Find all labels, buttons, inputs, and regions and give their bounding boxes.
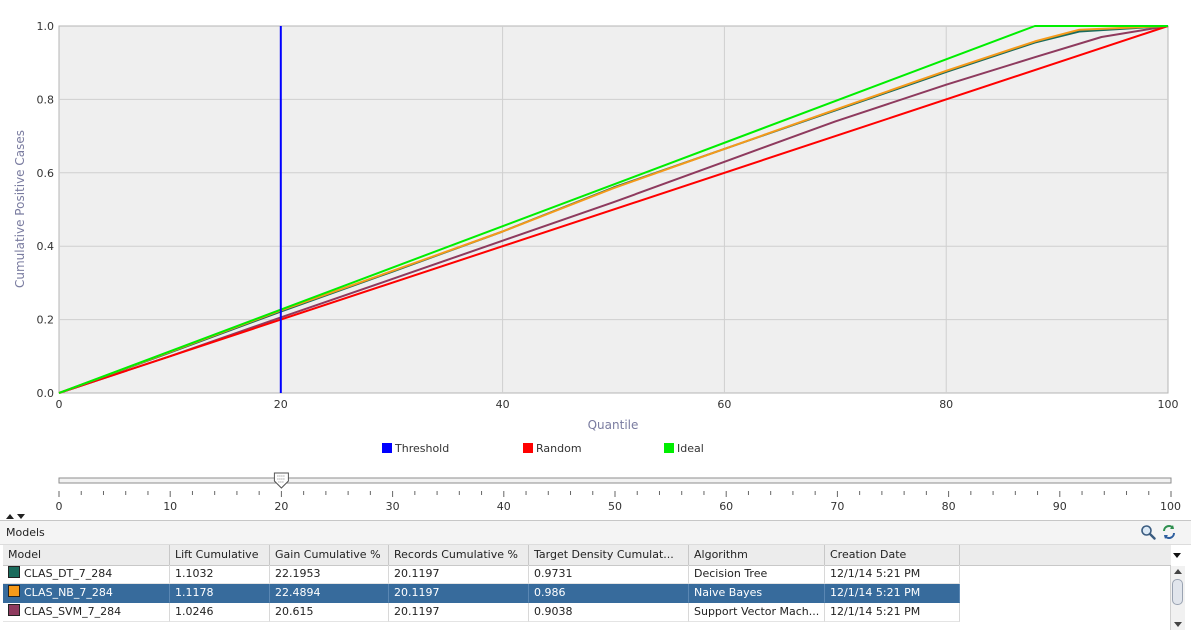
legend-label: Threshold [394,442,449,455]
search-icon[interactable] [1140,524,1156,540]
cell-records: 20.1197 [389,565,529,584]
cell-algorithm: Decision Tree [689,565,825,584]
column-header-gain-cumulative[interactable]: Gain Cumulative % [270,545,389,565]
column-header-target-density[interactable]: Target Density Cumulat... [529,545,689,565]
column-header-algorithm[interactable]: Algorithm [689,545,825,565]
slider-label: 50 [608,500,622,512]
scroll-up-arrow-icon[interactable] [1171,566,1185,578]
cell-algorithm: Naive Bayes [689,584,825,603]
x-tick-label: 100 [1158,398,1179,411]
scroll-down-arrow-icon[interactable] [1171,618,1185,630]
x-axis-ticks: 0 20 40 60 80 100 [56,398,1179,411]
y-tick-label: 0.4 [37,240,55,253]
legend-label: Ideal [677,442,704,455]
slider-label: 40 [497,500,511,512]
cell-algorithm: Support Vector Mach... [689,603,825,622]
series-line-ideal [58,25,1168,394]
slider-ticks [58,491,1172,497]
y-tick-label: 0.0 [37,387,55,400]
table-row-svm[interactable]: CLAS_SVM_7_284 1.0246 20.615 20.1197 0.9… [3,603,960,622]
table-header-row: Model Lift Cumulative Gain Cumulative % … [3,545,1171,566]
model-color-swatch [8,585,20,597]
slider-thumb[interactable] [273,472,289,489]
cell-model: CLAS_DT_7_284 [3,565,170,584]
y-axis-ticks: 0.0 0.2 0.4 0.6 0.8 1.0 [37,20,55,400]
legend-swatch [664,443,674,453]
cell-date: 12/1/14 5:21 PM [825,603,960,622]
cell-model: CLAS_NB_7_284 [3,584,170,603]
y-tick-label: 0.6 [37,167,55,180]
slider-label: 100 [1160,500,1181,512]
cell-lift: 1.0246 [170,603,270,622]
cell-date: 12/1/14 5:21 PM [825,565,960,584]
column-header-lift-cumulative[interactable]: Lift Cumulative [170,545,270,565]
x-tick-label: 20 [274,398,288,411]
x-tick-label: 60 [717,398,731,411]
lift-chart: 0 20 40 60 80 100 0.00.20.40.60.81.0 Quantile… [13,20,1182,512]
column-header-creation-date[interactable]: Creation Date [825,545,960,565]
slider-label: 80 [942,500,956,512]
cell-density: 0.9731 [529,565,689,584]
cell-model: CLAS_SVM_7_284 [3,603,170,622]
x-axis-label: Quantile [588,418,639,432]
cell-gain: 20.615 [270,603,389,622]
slider-label: 30 [386,500,400,512]
cell-date: 12/1/14 5:21 PM [825,584,960,603]
models-header: Models [0,521,1191,545]
column-header-records-cumulative[interactable]: Records Cumulative % [389,545,529,565]
table-row-nb[interactable]: CLAS_NB_7_284 1.1178 22.4894 20.1197 0.9… [3,584,960,603]
models-table: Model Lift Cumulative Gain Cumulative % … [3,545,1171,630]
scrollbar-thumb[interactable] [1172,579,1183,605]
slider-label: 0 [56,500,63,512]
model-color-swatch [8,604,20,616]
cell-density: 0.9038 [529,603,689,622]
refresh-icon[interactable] [1161,524,1177,540]
slider-label: 60 [719,500,733,512]
x-tick-label: 80 [939,398,953,411]
table-row-dt[interactable]: CLAS_DT_7_284 1.1032 22.1953 20.1197 0.9… [3,565,960,584]
y-tick-label: 0.2 [37,314,55,327]
cell-lift: 1.1178 [170,584,270,603]
vertical-scrollbar[interactable] [1170,566,1185,630]
legend-swatch [523,443,533,453]
cell-gain: 22.4894 [270,584,389,603]
cell-records: 20.1197 [389,603,529,622]
cell-lift: 1.1032 [170,565,270,584]
models-panel: Models Model Lift Cumulative Gain Cumula… [0,520,1191,630]
models-title: Models [6,526,45,539]
model-color-swatch [8,566,20,578]
column-menu-chevron-down-icon[interactable] [1170,545,1184,565]
slider-label: 70 [830,500,844,512]
y-tick-label: 0.8 [37,93,55,106]
cell-density: 0.986 [529,584,689,603]
slider-label: 20 [274,500,288,512]
cell-records: 20.1197 [389,584,529,603]
series-lines [58,25,1169,394]
legend-label: Random [536,442,582,455]
legend-swatch [382,443,392,453]
chart-legend: Threshold Random Ideal [382,442,704,455]
y-axis-label: Cumulative Positive Cases [13,130,27,288]
y-tick-label: 1.0 [37,20,55,33]
slider-labels: 0 10 20 30 40 50 60 70 80 90 100 [56,500,1182,512]
series-line-clas-svm-7-284 [58,25,1169,394]
slider-track[interactable] [58,477,1172,484]
series-line-random [58,25,1169,394]
split-pane-arrows[interactable] [5,512,29,522]
column-header-model[interactable]: Model [3,545,170,565]
slider-label: 10 [163,500,177,512]
x-tick-label: 40 [496,398,510,411]
cell-gain: 22.1953 [270,565,389,584]
slider-label: 90 [1053,500,1067,512]
x-tick-label: 0 [56,398,63,411]
